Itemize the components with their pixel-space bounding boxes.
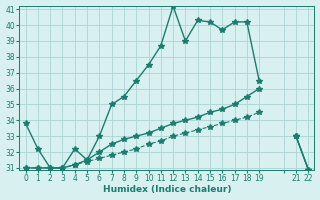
X-axis label: Humidex (Indice chaleur): Humidex (Indice chaleur) — [103, 185, 231, 194]
